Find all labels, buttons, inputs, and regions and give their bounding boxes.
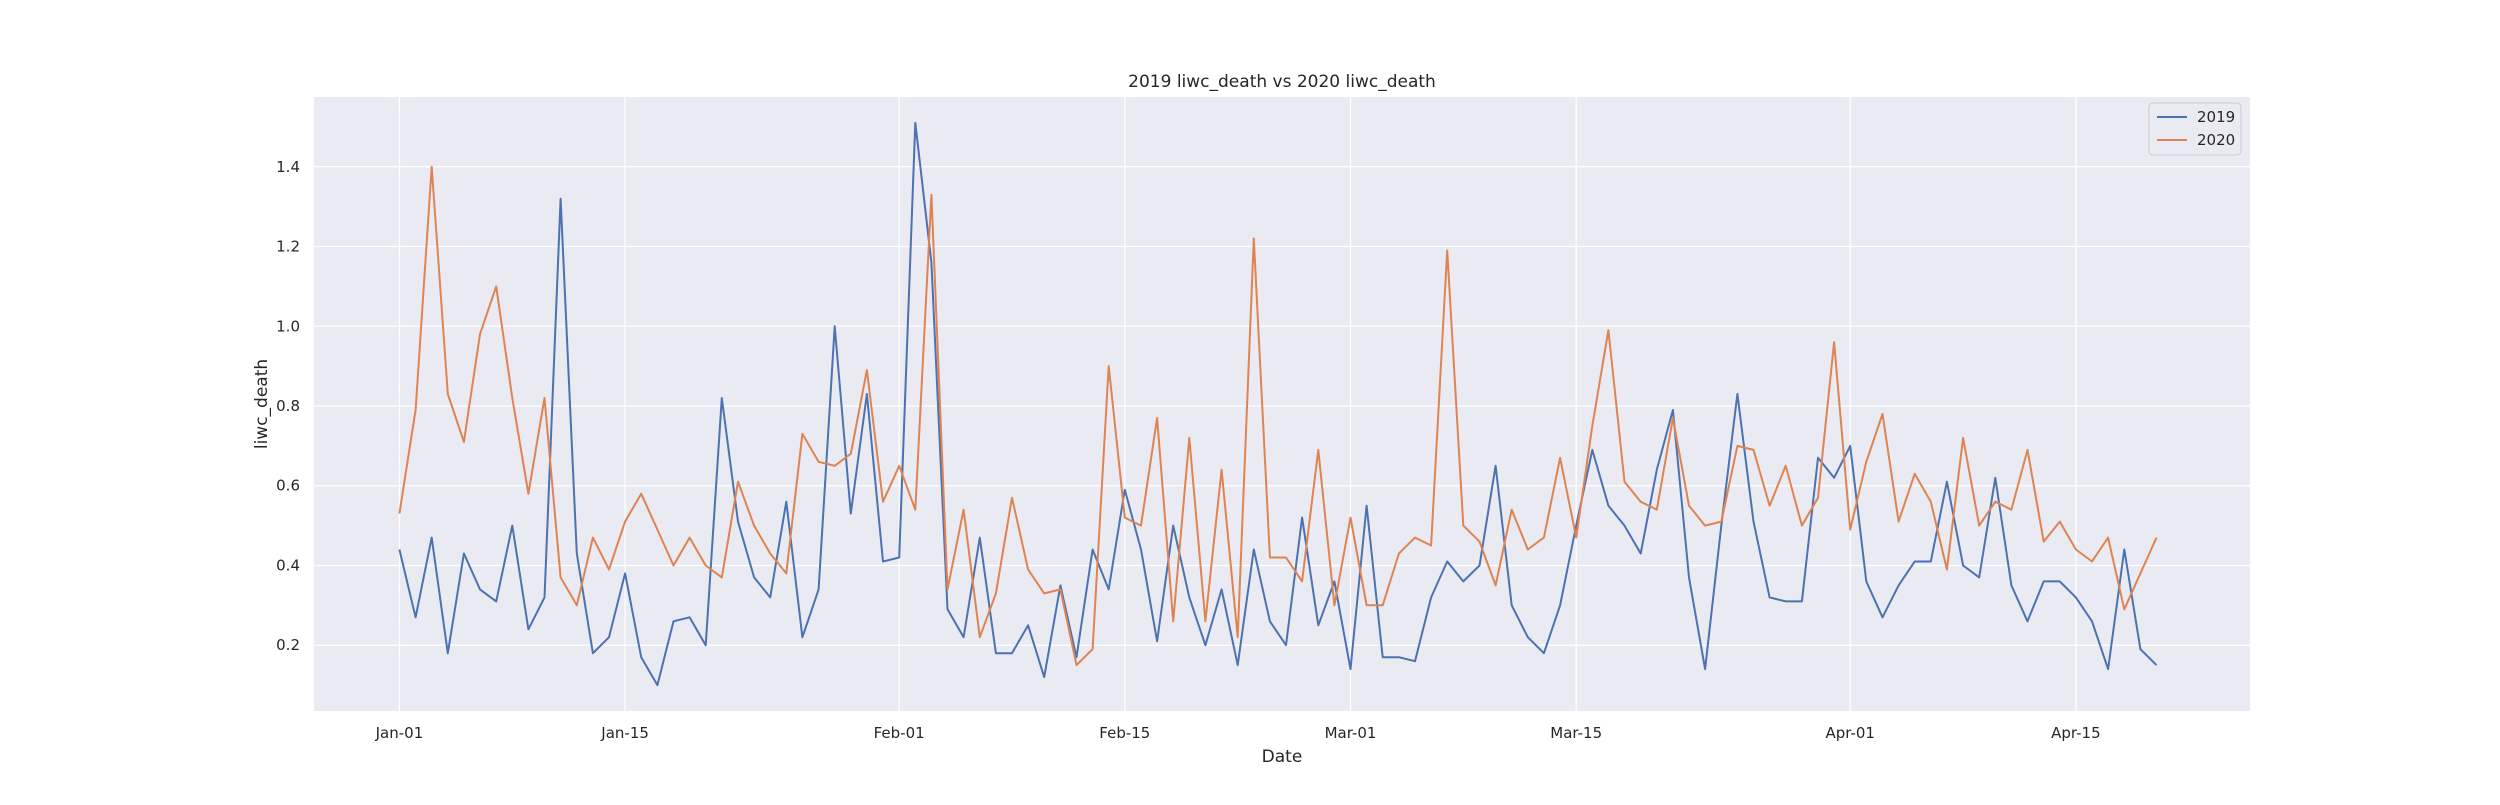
x-tick-label: Feb-15 [1099,724,1150,742]
y-tick-label: 0.8 [276,397,300,415]
grid-lines [314,97,2250,711]
y-tick-label: 0.2 [276,636,300,654]
x-tick-label: Feb-01 [874,724,925,742]
x-tick-label: Apr-15 [2051,724,2101,742]
x-tick-label: Mar-15 [1550,724,1602,742]
x-tick-label: Jan-01 [375,724,424,742]
legend-label-2020: 2020 [2197,131,2235,149]
y-tick-label: 1.2 [276,238,300,256]
y-tick-label: 0.4 [276,556,300,574]
legend: 2019 2020 [2148,102,2242,156]
series-line-2020 [398,165,2158,667]
y-tick-label: 0.6 [276,477,300,495]
y-tick-label: 1.0 [276,317,300,335]
x-tick-label: Apr-01 [1825,724,1875,742]
series-lines [398,121,2158,687]
x-axis-ticks: Jan-01 Jan-15 Feb-01 Feb-15 Mar-01 Mar-15 Apr-… [375,724,2101,742]
x-axis-title: Date [1262,747,1303,767]
y-tick-label: 1.4 [276,158,300,176]
y-axis-ticks: 0.2 0.4 0.6 0.8 1.0 1.2 1.4 [276,158,300,654]
y-axis-title: liwc_death [252,359,272,449]
chart-title: 2019 liwc_death vs 2020 liwc_death [1128,72,1436,92]
series-line-2019 [398,121,2158,687]
plot-area [314,97,2250,711]
legend-label-2019: 2019 [2197,108,2235,126]
x-tick-label: Jan-15 [600,724,649,742]
x-tick-label: Mar-01 [1325,724,1377,742]
